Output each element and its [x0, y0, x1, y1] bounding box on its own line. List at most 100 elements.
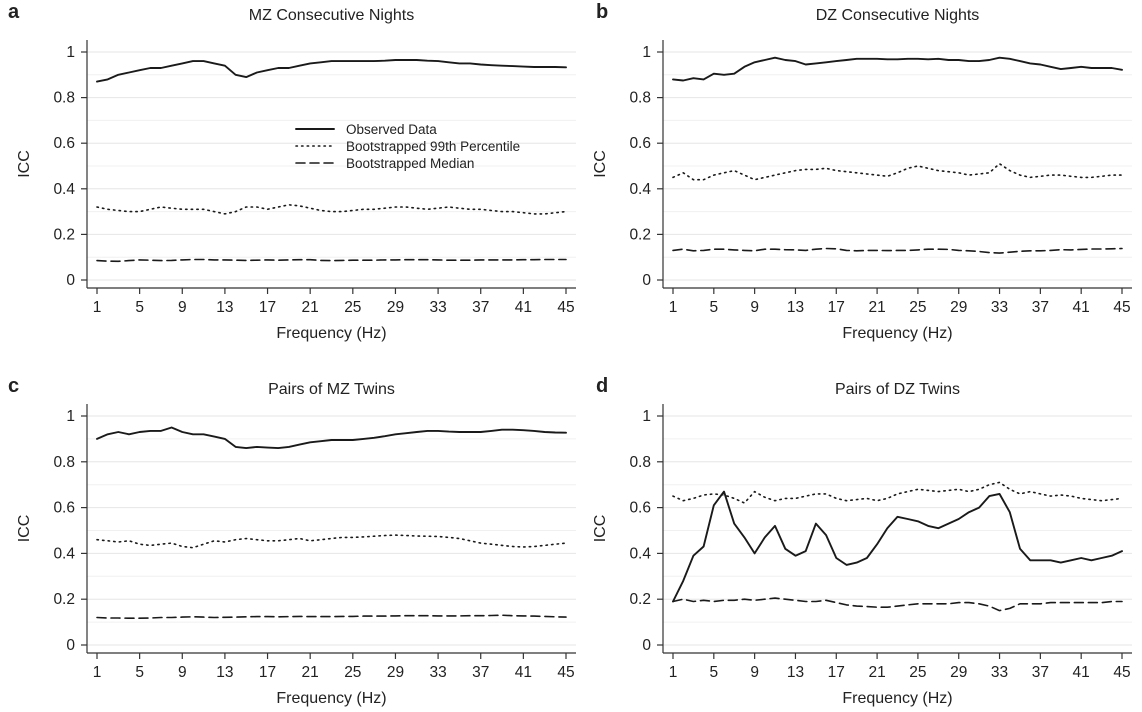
series-line-observed-data: [96, 59, 567, 83]
x-tick-label: 9: [750, 664, 759, 681]
grid: [663, 51, 1132, 281]
y-tick-label: 0.6: [629, 135, 651, 152]
x-tick-label: 17: [828, 299, 845, 316]
x-tick-label: 5: [710, 299, 719, 316]
y-tick-label: 0.8: [53, 90, 75, 107]
y-tick-label: 0.6: [629, 500, 651, 517]
x-tick-label: 33: [991, 664, 1008, 681]
x-axis-label: Frequency (Hz): [842, 690, 952, 707]
x-axis-label: Frequency (Hz): [276, 690, 386, 707]
y-tick-label: 0.8: [629, 90, 651, 107]
y-tick-label: 1: [642, 44, 651, 61]
x-tick-label: 45: [557, 664, 574, 681]
series-line-bootstrapped-median: [96, 614, 567, 620]
series-line-bootstrapped-median: [672, 247, 1123, 254]
y-tick-label: 0.4: [629, 545, 651, 562]
x-tick-label: 33: [991, 299, 1008, 316]
legend-label: Bootstrapped Median: [346, 156, 474, 171]
x-tick-label: 37: [472, 299, 489, 316]
x-tick-label: 45: [557, 299, 574, 316]
y-axis-label: ICC: [16, 150, 33, 178]
x-tick-label: 13: [787, 664, 804, 681]
panel-title: Pairs of MZ Twins: [268, 381, 395, 398]
panel-letter: d: [596, 375, 608, 397]
y-axis-label: ICC: [16, 515, 33, 543]
series-line-observed-data: [672, 56, 1123, 82]
x-axis-label: Frequency (Hz): [842, 325, 952, 342]
panel-d: 0 0.2 0.4 0.6 0.8 1 1 5 9 13 17 21 25 29 33 37 41 45 Frequ…: [592, 375, 1132, 707]
panel-letter: b: [596, 1, 608, 23]
panel-letter: a: [8, 1, 20, 23]
panel-b: 0 0.2 0.4 0.6 0.8 1 1 5 9 13 17 21 25 29 33 37 41 45 Frequ…: [592, 1, 1132, 342]
x-tick-label: 21: [868, 664, 885, 681]
series-line-bootstrapped-median: [96, 258, 567, 263]
x-tick-label: 17: [828, 664, 845, 681]
series-line-bootstrapped-median: [672, 597, 1123, 612]
x-tick-label: 37: [1032, 664, 1049, 681]
panel-title: MZ Consecutive Nights: [249, 7, 414, 24]
x-tick-label: 21: [302, 299, 319, 316]
y-tick-label: 0.2: [53, 226, 75, 243]
x-tick-label: 25: [344, 664, 361, 681]
x-tick-label: 25: [909, 299, 926, 316]
panel-letter: c: [8, 375, 19, 397]
x-tick-label: 25: [344, 299, 361, 316]
y-tick-label: 0.6: [53, 500, 75, 517]
x-tick-label: 13: [787, 299, 804, 316]
panel-c: 0 0.2 0.4 0.6 0.8 1 1 5 9 13 17 21 25 29 33 37 41 45 Frequ…: [8, 375, 576, 707]
x-tick-label: 29: [387, 664, 404, 681]
grid: [663, 415, 1132, 646]
series-line-observed-data: [96, 426, 567, 450]
x-tick-label: 9: [178, 664, 187, 681]
x-tick-label: 37: [1032, 299, 1049, 316]
y-tick-label: 0.8: [629, 454, 651, 471]
y-tick-label: 0.4: [53, 181, 75, 198]
x-tick-label: 29: [950, 299, 967, 316]
y-tick-label: 1: [642, 408, 651, 425]
x-tick-label: 41: [515, 664, 532, 681]
y-tick-label: 0.2: [629, 591, 651, 608]
legend-label: Bootstrapped 99th Percentile: [346, 139, 520, 154]
legend-label: Observed Data: [346, 122, 437, 137]
x-tick-label: 21: [868, 299, 885, 316]
grid: [87, 51, 576, 281]
x-tick-label: 33: [429, 664, 446, 681]
legend: Observed Data Bootstrapped 99th Percentil…: [295, 122, 520, 171]
x-tick-label: 5: [710, 664, 719, 681]
x-tick-label: 21: [302, 664, 319, 681]
y-tick-label: 1: [66, 408, 75, 425]
x-tick-label: 25: [909, 664, 926, 681]
x-tick-label: 41: [515, 299, 532, 316]
y-tick-label: 1: [66, 44, 75, 61]
y-tick-label: 0.2: [53, 591, 75, 608]
x-tick-label: 29: [950, 664, 967, 681]
y-axis-label: ICC: [592, 515, 609, 543]
x-tick-label: 17: [259, 299, 276, 316]
y-tick-label: 0: [66, 272, 75, 289]
x-tick-label: 13: [216, 299, 233, 316]
x-axis-label: Frequency (Hz): [276, 325, 386, 342]
y-tick-label: 0.6: [53, 135, 75, 152]
y-tick-label: 0.8: [53, 454, 75, 471]
x-tick-label: 1: [93, 664, 102, 681]
y-tick-label: 0: [642, 272, 651, 289]
x-tick-label: 13: [216, 664, 233, 681]
y-tick-label: 0: [66, 637, 75, 654]
x-tick-label: 9: [750, 299, 759, 316]
y-tick-label: 0: [642, 637, 651, 654]
x-tick-label: 37: [472, 664, 489, 681]
y-tick-label: 0.4: [629, 181, 651, 198]
series-line-bootstrapped-99th-percentile: [672, 162, 1123, 181]
x-tick-label: 5: [135, 299, 144, 316]
series-line-observed-data: [672, 490, 1123, 603]
y-tick-label: 0.2: [629, 226, 651, 243]
x-tick-label: 45: [1113, 664, 1130, 681]
x-tick-label: 1: [669, 664, 678, 681]
series-line-bootstrapped-99th-percentile: [96, 534, 567, 549]
y-tick-label: 0.4: [53, 545, 75, 562]
panel-title: DZ Consecutive Nights: [816, 7, 980, 24]
x-tick-label: 1: [669, 299, 678, 316]
series-line-bootstrapped-99th-percentile: [672, 481, 1123, 504]
panel-title: Pairs of DZ Twins: [835, 381, 960, 398]
x-tick-label: 41: [1073, 664, 1090, 681]
